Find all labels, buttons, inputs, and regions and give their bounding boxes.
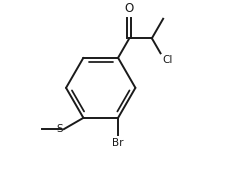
Text: Cl: Cl [162, 55, 173, 65]
Text: Br: Br [112, 138, 124, 148]
Text: O: O [125, 2, 134, 15]
Text: S: S [56, 124, 63, 134]
